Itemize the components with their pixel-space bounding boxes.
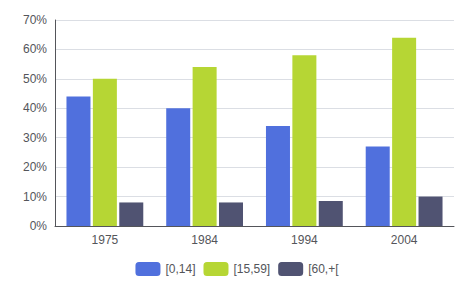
svg-text:40%: 40% xyxy=(23,101,47,115)
svg-text:10%: 10% xyxy=(23,190,47,204)
svg-text:1994: 1994 xyxy=(291,233,318,247)
svg-text:30%: 30% xyxy=(23,131,47,145)
svg-text:20%: 20% xyxy=(23,160,47,174)
svg-text:2004: 2004 xyxy=(391,233,418,247)
svg-text:[0,14]: [0,14] xyxy=(165,262,195,276)
svg-text:1984: 1984 xyxy=(191,233,218,247)
svg-text:70%: 70% xyxy=(23,13,47,27)
svg-text:[60,+[: [60,+[ xyxy=(308,262,339,276)
svg-text:[15,59]: [15,59] xyxy=(233,262,270,276)
svg-text:0%: 0% xyxy=(30,219,48,233)
svg-text:1975: 1975 xyxy=(92,233,119,247)
svg-text:60%: 60% xyxy=(23,42,47,56)
svg-text:50%: 50% xyxy=(23,72,47,86)
